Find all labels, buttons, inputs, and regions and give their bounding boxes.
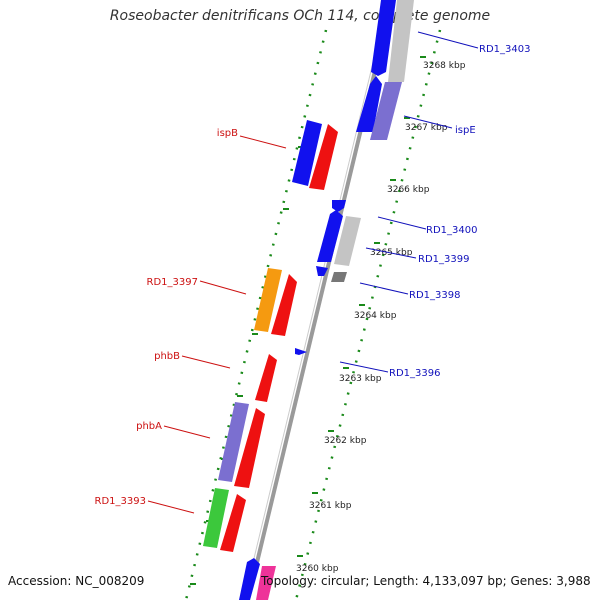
gene-red[interactable] [309,124,338,190]
gene-red[interactable] [255,354,277,402]
gene-label-rd1-3399[interactable]: RD1_3399 [418,254,469,265]
gene-label-rd1-3393[interactable]: RD1_3393 [95,496,146,507]
label-connector [417,31,479,49]
gene-label-rd1-3397[interactable]: RD1_3397 [147,277,198,288]
label-connector [359,282,409,295]
gene-pink[interactable] [256,566,276,600]
gene-grey[interactable] [388,0,414,82]
label-connector [163,425,211,439]
label-connector [339,361,389,373]
gene-purple[interactable] [218,402,249,482]
gene-blue[interactable] [316,266,328,276]
label-connector [147,500,195,514]
gene-label-rd1-3400[interactable]: RD1_3400 [426,225,477,236]
gene-red[interactable] [234,408,265,488]
gene-label-phba[interactable]: phbA [136,421,162,432]
gene-blue[interactable] [317,210,343,262]
gene-green[interactable] [203,488,229,548]
gene-label-ispe[interactable]: ispE [455,125,476,136]
left-dotted-track [184,29,328,600]
kbp-label: 3263 kbp [339,374,382,384]
gene-blue[interactable] [332,200,346,212]
topology-text: Topology: circular; Length: 4,133,097 bp… [261,574,591,588]
label-connector [365,247,417,259]
gene-red[interactable] [271,274,297,336]
gene-label-rd1-3396[interactable]: RD1_3396 [389,368,440,379]
gene-grey[interactable] [334,216,361,266]
kbp-label: 3264 kbp [354,311,397,321]
gene-darkgrey[interactable] [331,272,347,282]
gene-blue[interactable] [356,76,382,132]
kbp-label: 3266 kbp [387,185,430,195]
kbp-label: 3260 kbp [296,564,339,574]
kbp-label: 3268 kbp [423,61,466,71]
gene-blue[interactable] [371,0,396,76]
label-connector [377,216,427,230]
kbp-label: 3267 kbp [405,123,448,133]
gene-red[interactable] [220,494,246,552]
kbp-label: 3261 kbp [309,501,352,511]
gene-label-rd1-3403[interactable]: RD1_3403 [479,44,530,55]
label-connector [239,135,287,149]
gene-label-rd1-3398[interactable]: RD1_3398 [409,290,460,301]
gene-purple[interactable] [370,82,402,140]
accession-text: Accession: NC_008209 [8,574,145,588]
left-ticks [190,146,304,585]
gene-blue[interactable] [295,348,307,355]
gene-blue[interactable] [239,558,260,600]
label-connector [199,280,247,295]
gene-orange[interactable] [254,268,282,332]
backbone-line-inner [243,0,389,600]
label-connector [403,115,453,129]
kbp-label: 3262 kbp [324,436,367,446]
gene-blue[interactable] [292,120,322,186]
label-connector [181,355,231,369]
kbp-ticks [297,56,426,557]
gene-label-ispb[interactable]: ispB [217,128,238,139]
gene-label-phbb[interactable]: phbB [154,351,180,362]
